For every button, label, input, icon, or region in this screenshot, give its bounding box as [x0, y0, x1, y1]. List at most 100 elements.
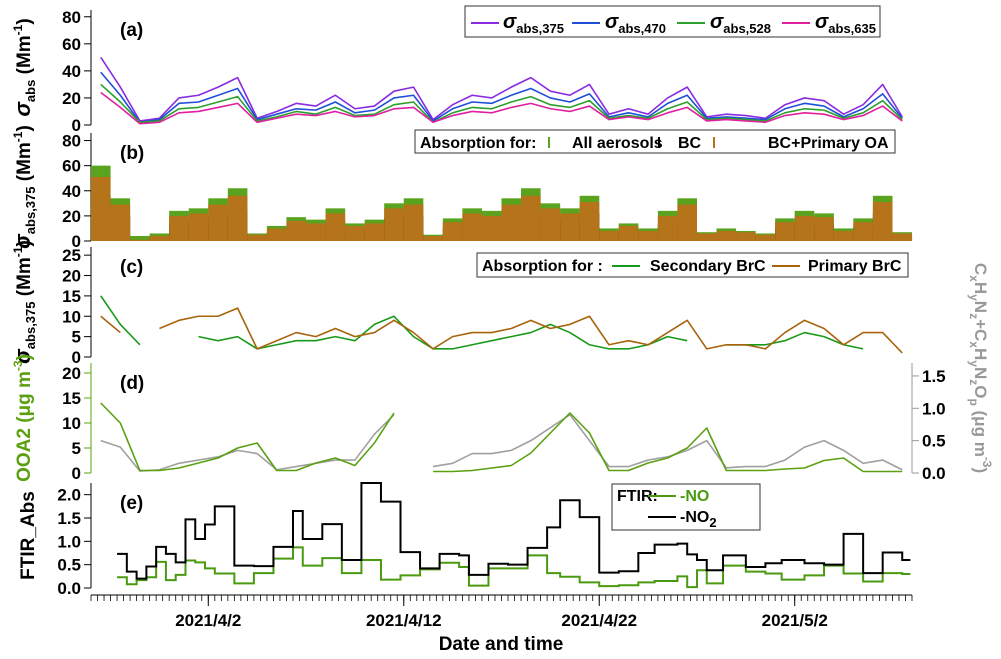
data-bar: [775, 222, 795, 241]
y-title-main: OOA2 (μg m: [14, 371, 35, 482]
y-tick-label: 1.0: [57, 532, 81, 551]
y-right-tick-label: 0.0: [922, 464, 946, 483]
data-bar: [188, 213, 209, 241]
legend-title: FTIR:: [617, 488, 658, 505]
y-tick-label: 40: [62, 182, 81, 201]
y-right-axis-title: CxHyNz+CxHyNzOp (μg m-3): [967, 263, 994, 473]
y-title-unit: (Mm: [14, 257, 35, 301]
x-axis-title: Date and time: [439, 634, 564, 655]
series-line: [117, 482, 911, 580]
data-bar: [814, 217, 834, 241]
x-tick-label: 2021/4/2: [175, 611, 241, 630]
data-bar: [716, 230, 737, 241]
data-bar: [540, 208, 561, 241]
series-d-0: [100, 413, 903, 472]
legend-box: [476, 252, 909, 278]
data-bar: [794, 215, 815, 241]
y-tick-label: 80: [62, 8, 81, 27]
series-line: [100, 56, 903, 122]
y-right-tick-label: 0.5: [922, 432, 946, 451]
y-tick-label: 5: [72, 328, 81, 347]
y-right-title-part: H: [971, 348, 990, 360]
y-tick-label: 80: [62, 132, 81, 151]
series-line: [100, 402, 903, 473]
y-tick-label: 60: [62, 157, 81, 176]
y-title-sub: abs: [23, 80, 38, 102]
data-bar: [286, 220, 307, 241]
y-right-tick-label: 1.5: [922, 367, 946, 386]
y-tick-label: 0: [72, 116, 81, 135]
y-right-tick-label: 1.0: [922, 399, 946, 418]
y-title-sup: -1: [11, 246, 25, 257]
y-axis-title: σabs,375 (Mm-1): [10, 125, 38, 249]
series-line: [100, 413, 903, 472]
y-tick-label: 20: [62, 89, 81, 108]
data-bar: [305, 223, 326, 241]
y-axis-title: OOA2 (μg m-3): [11, 354, 35, 482]
y-right-title-part: N: [971, 367, 990, 379]
legend-label: BC+Primary OA: [768, 135, 889, 152]
y-title-main: σ: [10, 233, 35, 249]
series-a-0: [100, 56, 903, 122]
y-tick-label: 0: [72, 232, 81, 251]
legend-title: Absorption for :: [482, 258, 603, 275]
y-title-main: FTIR_Abs: [18, 491, 39, 580]
data-bar: [130, 235, 150, 241]
data-bar: [266, 228, 287, 241]
y-tick-label: 20: [62, 207, 81, 226]
y-tick-label: 20: [62, 364, 81, 383]
y-right-title-part: N: [971, 301, 990, 313]
y-tick-label: 60: [62, 35, 81, 54]
y-right-title-part: H: [971, 282, 990, 294]
data-bar: [227, 195, 248, 241]
data-bar: [521, 195, 541, 241]
series-line: [100, 71, 903, 124]
data-bar: [579, 202, 600, 241]
y-tick-label: 1.5: [57, 509, 81, 528]
data-bar: [325, 213, 346, 241]
legend-c: Absorption for : Secondary BrC Primary BrC: [476, 252, 909, 278]
data-bar: [657, 215, 678, 241]
y-tick-label: 25: [62, 246, 81, 265]
y-title-close: ): [14, 125, 35, 131]
y-tick-label: 40: [62, 62, 81, 81]
series-e-1: [117, 482, 911, 580]
y-title-close: ): [14, 354, 35, 360]
legend-label: σabs,375: [503, 11, 564, 36]
legend-label: -NO: [680, 488, 709, 505]
data-bar: [501, 204, 522, 241]
legend-label: BC: [678, 135, 702, 152]
data-bar: [853, 222, 873, 241]
series-c-1: [100, 307, 903, 354]
y-title-sup: -3: [11, 360, 25, 371]
data-bar: [169, 215, 189, 241]
y-axis-title: σabs (Mm-1): [10, 18, 38, 116]
panel-a: 0 20 40 60 80 σabs (Mm-1) (a): [10, 8, 903, 135]
data-bar: [149, 235, 170, 241]
legend-box: [611, 483, 761, 531]
series-a-1: [100, 71, 903, 124]
y-title-sup: -1: [11, 131, 25, 142]
panel-label: (e): [120, 493, 143, 514]
y-right-title-part: (μg m: [971, 406, 990, 457]
series-line: [100, 295, 864, 350]
y-tick-label: 15: [62, 389, 81, 408]
y-tick-label: 0: [72, 464, 81, 483]
data-bar: [247, 234, 267, 241]
y-right-title-part: +C: [971, 319, 990, 341]
panel-e: 0.0 0.5 1.0 1.5 2.0 FTIR_Abs (e): [18, 482, 911, 598]
series-line: [100, 83, 903, 124]
panel-label: (b): [120, 143, 144, 164]
y-axis-title: FTIR_Abs: [18, 491, 39, 580]
y-title-sub: abs,375: [23, 187, 38, 235]
x-axis: 2021/4/2 2021/4/12 2021/4/22 2021/5/2: [90, 594, 913, 630]
y-right-title-part: p: [967, 398, 981, 405]
legend-label: Primary BrC: [808, 258, 902, 275]
y-right-title-part: C: [971, 263, 990, 275]
data-bar: [599, 230, 619, 241]
y-title-close: ): [14, 18, 35, 24]
data-bar: [403, 204, 424, 241]
